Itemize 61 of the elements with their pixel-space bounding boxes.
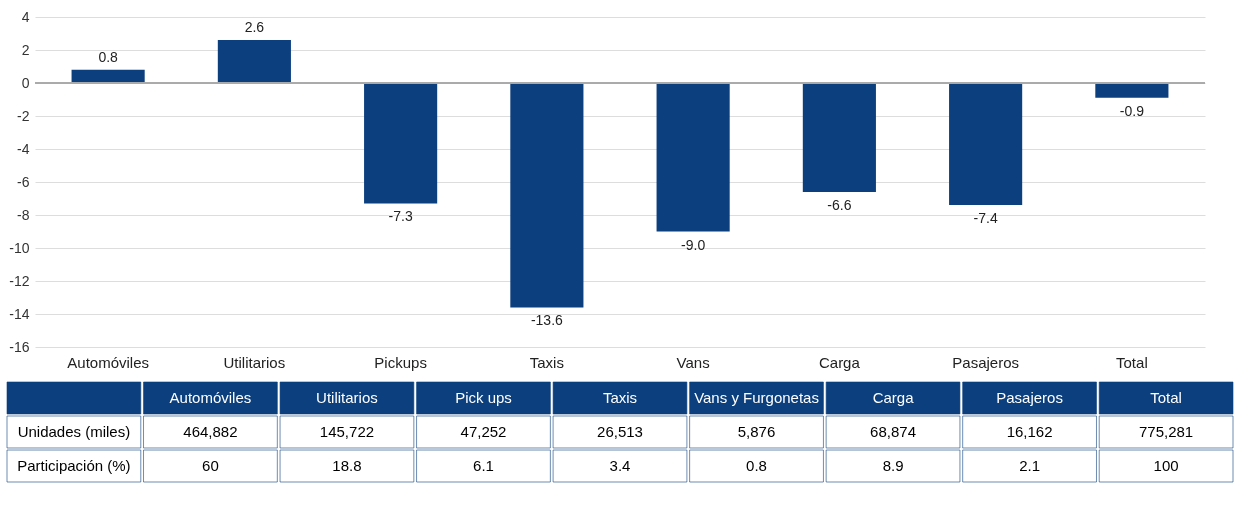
data-label: 0.8 (98, 48, 119, 65)
series-label: Participación (%) (17, 457, 131, 475)
y-tick-label: -8 (17, 206, 30, 223)
x-tick-label: Carga (818, 353, 861, 371)
data-label: 26,513 (597, 423, 643, 440)
category-label: Pasajeros (996, 388, 1063, 406)
x-tick-label: Automóviles (67, 353, 149, 371)
bar (217, 40, 291, 83)
bar (656, 83, 730, 232)
data-label: 2.6 (244, 19, 265, 36)
bar (364, 83, 438, 204)
data-label: 464,882 (183, 423, 238, 440)
bar (802, 83, 876, 192)
y-tick-label: -16 (9, 338, 30, 355)
data-label: 68,874 (870, 423, 916, 440)
x-tick-label: Pasajeros (952, 353, 1019, 371)
data-label: 145,722 (319, 423, 375, 440)
category-label: Utilitarios (316, 388, 378, 406)
y-tick-label: -6 (17, 173, 30, 190)
data-label: 16,162 (1006, 423, 1053, 440)
y-tick-label: -14 (9, 305, 30, 322)
data-label: -7.3 (388, 208, 413, 225)
data-label: 3.4 (609, 457, 631, 475)
x-tick-label: Utilitarios (223, 353, 286, 371)
category-label: Taxis (602, 388, 638, 406)
bar (1095, 83, 1169, 98)
x-tick-label: Vans (676, 353, 710, 371)
data-label: 60 (202, 457, 219, 475)
data-label: 5,876 (737, 423, 776, 440)
data-label: 47,252 (460, 423, 507, 440)
x-tick-label: Pickups (374, 353, 427, 371)
data-label: 2.1 (1019, 457, 1041, 475)
y-tick-label: -2 (17, 107, 30, 124)
data-label: 775,281 (1138, 423, 1194, 440)
data-label: -0.9 (1119, 102, 1145, 119)
y-tick-label: -10 (9, 239, 30, 256)
data-label: -6.6 (827, 196, 852, 213)
data-label: 0.8 (746, 457, 767, 475)
data-label: 6.1 (473, 457, 494, 475)
x-tick-label: Taxis (529, 353, 564, 371)
series-label: Unidades (miles) (17, 423, 131, 440)
category-label: Vans y Furgonetas (694, 388, 819, 406)
y-tick-label: 0 (21, 74, 30, 91)
y-tick-label: -4 (17, 140, 30, 157)
data-label: -9.0 (681, 236, 706, 253)
bar (71, 69, 145, 83)
category-label: Carga (872, 388, 915, 406)
data-label: -7.4 (973, 210, 998, 227)
x-tick-label: Total (1116, 353, 1148, 371)
category-label: Total (1150, 388, 1182, 406)
data-label: 18.8 (332, 457, 362, 475)
y-tick-label: -12 (9, 272, 30, 289)
data-label: -13.6 (530, 312, 564, 329)
bar (510, 83, 584, 308)
data-label: 8.9 (882, 457, 904, 475)
y-tick-label: 2 (21, 41, 30, 58)
y-tick-label: 4 (21, 8, 30, 25)
data-label: 100 (1153, 457, 1179, 475)
category-label: Automóviles (169, 388, 252, 406)
category-label: Pick ups (455, 388, 512, 406)
bar (949, 83, 1023, 206)
